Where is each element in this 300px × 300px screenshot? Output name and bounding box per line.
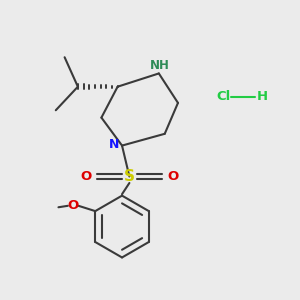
Text: S: S — [124, 169, 135, 184]
Text: H: H — [256, 91, 268, 103]
Text: NH: NH — [150, 59, 170, 72]
Text: O: O — [68, 199, 79, 212]
Text: O: O — [80, 170, 92, 183]
Text: O: O — [167, 170, 178, 183]
Text: N: N — [109, 139, 119, 152]
Text: Cl: Cl — [217, 91, 231, 103]
